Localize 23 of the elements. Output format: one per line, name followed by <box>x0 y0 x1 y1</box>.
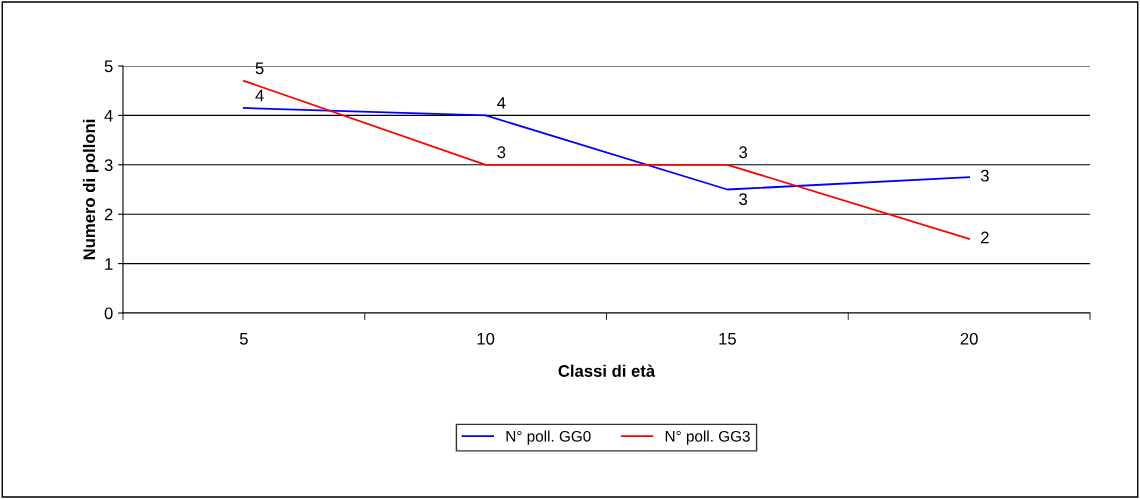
legend-label: N° poll. GG0 <box>506 430 591 445</box>
data-label: 4 <box>255 89 264 102</box>
data-label: 3 <box>497 146 506 159</box>
data-label: 3 <box>980 169 989 182</box>
y-tick-label: 4 <box>104 109 113 122</box>
y-tick-label: 0 <box>104 307 113 320</box>
data-label: 3 <box>739 146 748 159</box>
y-axis-title: Numero di polloni <box>82 119 99 260</box>
line-series <box>242 107 971 191</box>
y-tick-label: 1 <box>105 258 113 270</box>
x-tick-label: 20 <box>960 332 978 345</box>
legend-label: N° poll. GG3 <box>665 430 750 445</box>
data-label: 3 <box>739 193 748 206</box>
x-tick-label: 10 <box>477 332 495 345</box>
data-label: 5 <box>255 62 264 75</box>
y-tick-label: 3 <box>104 159 113 171</box>
x-tick-label: 15 <box>719 333 736 345</box>
data-label: 4 <box>497 97 506 109</box>
y-tick-label: 5 <box>104 60 113 73</box>
data-label: 2 <box>981 231 989 244</box>
x-tick-label: 5 <box>239 333 248 345</box>
x-axis-title: Classi di età <box>558 364 656 377</box>
y-tick-label: 2 <box>104 208 113 221</box>
